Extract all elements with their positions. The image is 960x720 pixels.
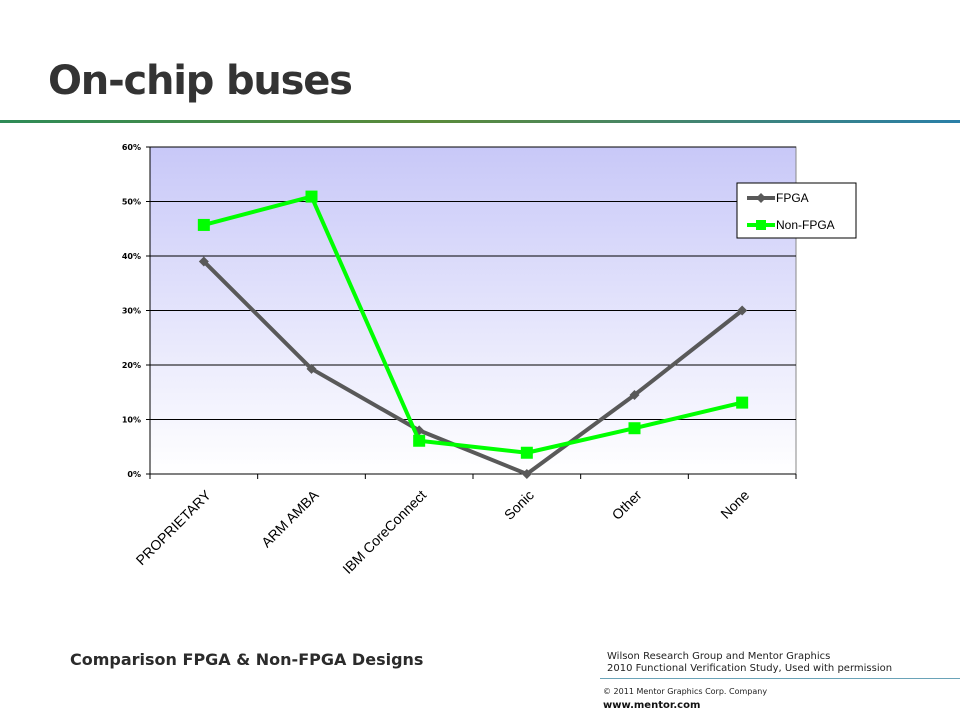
legend-marker xyxy=(756,220,766,230)
x-tick-label: IBM CoreConnect xyxy=(339,487,429,577)
series-line xyxy=(202,260,744,476)
data-point xyxy=(521,469,532,479)
data-point xyxy=(628,422,641,435)
y-axis: 0% 10% 20% 30% 40% 50% 60% xyxy=(122,143,151,479)
legend-label: Non-FPGA xyxy=(776,218,835,232)
x-tick-label: Sonic xyxy=(501,487,537,523)
data-point xyxy=(306,363,317,374)
y-tick-label: 20% xyxy=(122,361,141,370)
x-tick-label: Other xyxy=(609,487,645,523)
data-point xyxy=(736,396,749,409)
data-point xyxy=(198,256,209,267)
source-note: Wilson Research Group and Mentor Graphic… xyxy=(607,651,892,675)
series-fpga xyxy=(198,256,748,479)
legend-item: Non-FPGA xyxy=(747,218,835,232)
gridlines xyxy=(150,146,796,420)
title-divider xyxy=(0,120,960,123)
series xyxy=(197,190,749,479)
y-tick-label: 60% xyxy=(122,143,141,152)
source-line-2: 2010 Functional Verification Study, Used… xyxy=(607,663,893,674)
x-tick-label: ARM AMBA xyxy=(258,486,322,550)
source-line-1: Wilson Research Group and Mentor Graphic… xyxy=(607,651,831,662)
x-tick-label: PROPRIETARY xyxy=(133,486,215,568)
data-point xyxy=(520,446,533,459)
y-tick-label: 50% xyxy=(122,198,141,207)
y-tick-label: 40% xyxy=(122,252,141,261)
copyright-text: © 2011 Mentor Graphics Corp. Company xyxy=(603,687,768,696)
data-point xyxy=(629,389,640,400)
series-line xyxy=(203,194,743,455)
y-tick-label: 10% xyxy=(122,416,141,425)
chart-legend: FPGA Non-FPGA xyxy=(736,182,857,239)
legend-marker xyxy=(756,193,766,203)
data-point xyxy=(197,218,210,231)
series-non-fpga xyxy=(197,190,749,459)
x-tick-label: None xyxy=(717,487,752,522)
footer-divider xyxy=(600,678,960,679)
legend-item: FPGA xyxy=(747,191,809,205)
legend-label: FPGA xyxy=(776,191,809,205)
y-tick-label: 0% xyxy=(127,470,141,479)
data-point xyxy=(413,434,426,447)
x-axis: PROPRIETARY ARM AMBA IBM CoreConnect Sonic O… xyxy=(133,473,797,577)
slide-title: On-chip buses xyxy=(48,58,353,104)
website-link[interactable]: www.mentor.com xyxy=(603,700,701,711)
data-point xyxy=(737,305,748,316)
y-tick-label: 30% xyxy=(122,307,141,316)
data-point xyxy=(305,190,318,203)
chart-caption: Comparison FPGA & Non-FPGA Designs xyxy=(70,650,424,669)
